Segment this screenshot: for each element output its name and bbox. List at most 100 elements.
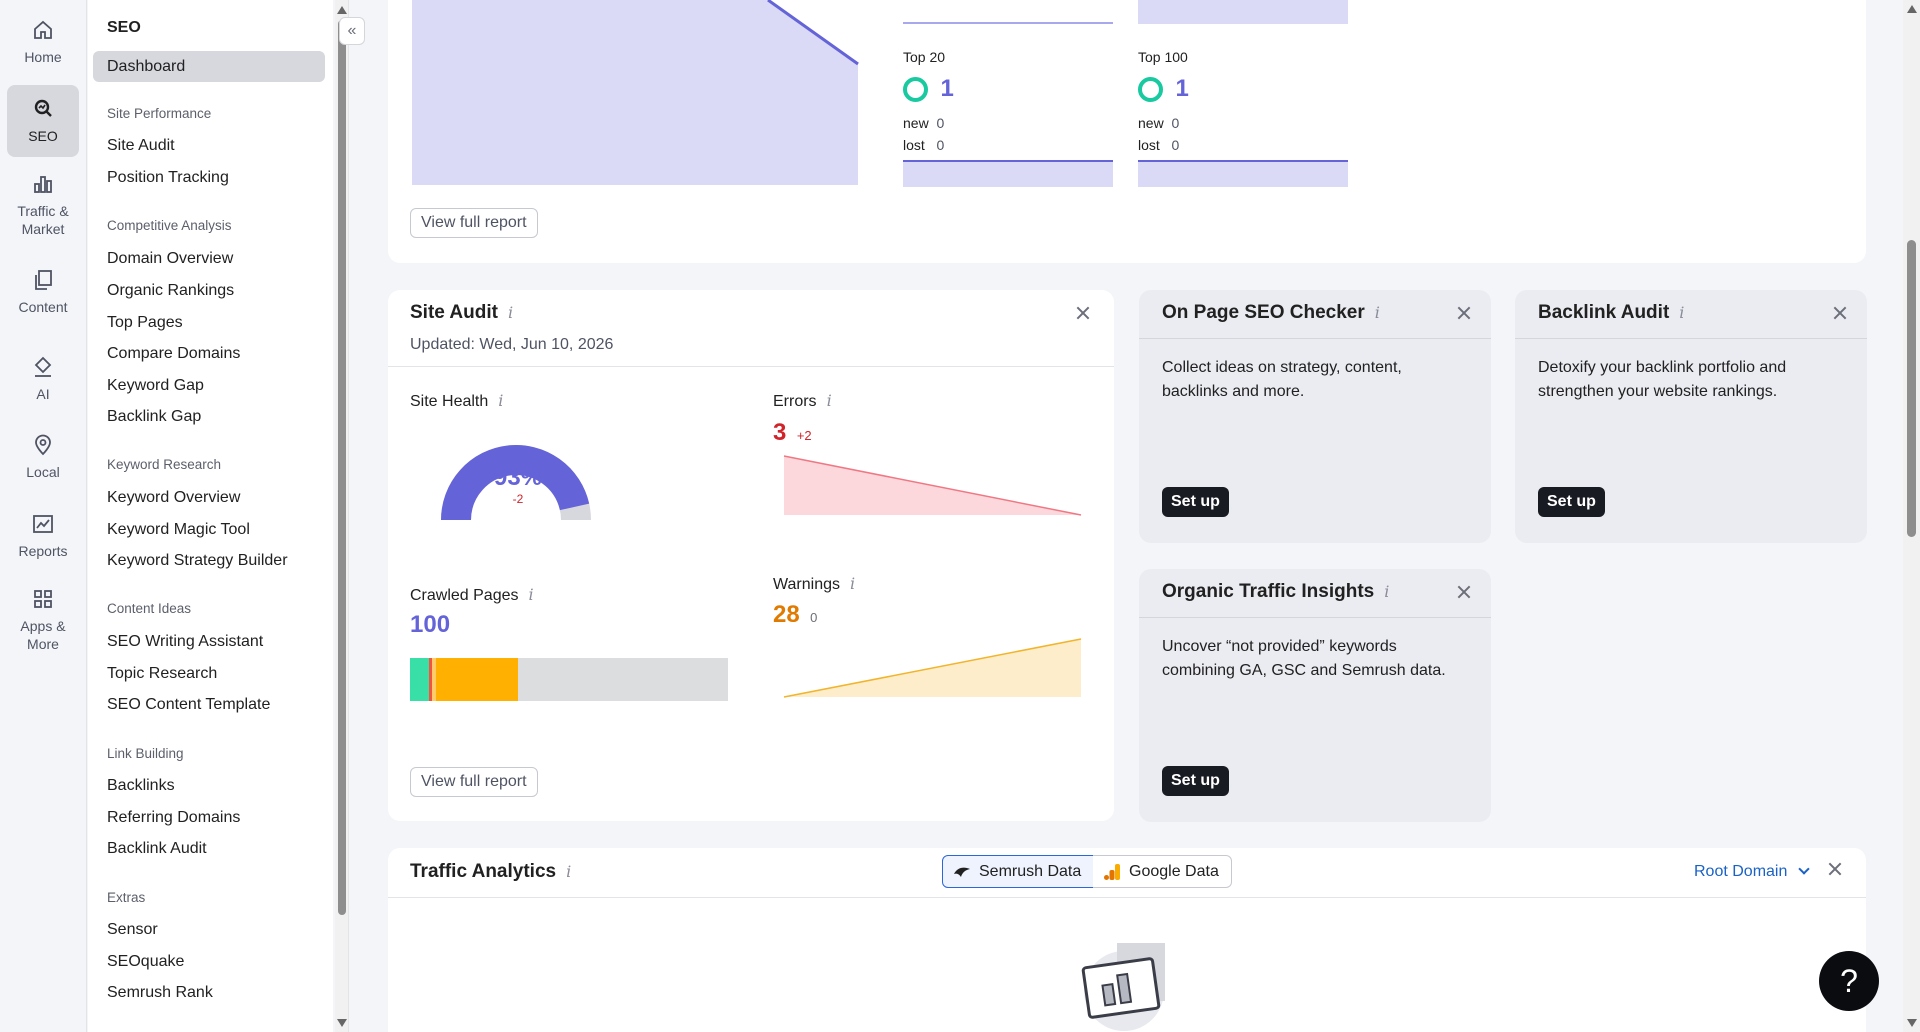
errors-trend-chart [783,455,1082,516]
organic-view-full-report-button[interactable]: View full report [410,208,538,238]
top20-lost: lost 0 [903,137,944,153]
root-domain-dropdown[interactable]: Root Domain [1694,863,1810,881]
scroll-up-arrow-icon[interactable] [337,6,347,14]
info-icon[interactable]: i [849,574,856,593]
nav-topic-research[interactable]: Topic Research [107,665,218,682]
warnings-label-row: Warnings i [773,574,855,594]
site-audit-view-full-report-button[interactable]: View full report [410,767,538,797]
info-icon[interactable]: i [566,862,572,881]
seo-icon [34,99,52,117]
nav-site-audit[interactable]: Site Audit [107,137,175,154]
nav-keyword-strategy-builder[interactable]: Keyword Strategy Builder [107,552,288,569]
apps-icon [34,590,52,608]
nav-section-content-ideas: Content Ideas [107,601,192,616]
rail-seo[interactable]: SEO [7,85,79,157]
nav-seo-writing-assistant[interactable]: SEO Writing Assistant [107,633,264,650]
rail-local[interactable]: Local [7,428,79,486]
rail-reports[interactable]: Reports [7,507,79,565]
top20-value-row: 1 [903,75,954,103]
nav-keyword-overview[interactable]: Keyword Overview [107,489,241,506]
organic-insights-close-icon[interactable] [1455,583,1473,601]
backlink-audit-card: Backlink Audit i Detoxify your backlink p… [1515,290,1867,543]
nav-semrush-rank[interactable]: Semrush Rank [107,984,213,1001]
organic-insights-title: Organic Traffic Insights [1162,581,1375,602]
backlink-audit-title: Backlink Audit [1538,302,1670,323]
on-page-close-icon[interactable] [1455,304,1473,322]
nav-backlink-gap[interactable]: Backlink Gap [107,408,202,425]
rail-content-label: Content [18,299,68,315]
info-icon[interactable]: i [1679,303,1685,322]
nav-compare-domains[interactable]: Compare Domains [107,345,241,362]
page-scrollbar[interactable] [1903,0,1920,1032]
nav-top-pages[interactable]: Top Pages [107,314,183,331]
nav-position-tracking[interactable]: Position Tracking [107,169,229,186]
top20-lost-label: lost [903,137,925,153]
nav-keyword-gap[interactable]: Keyword Gap [107,377,204,394]
rail-ai-label: AI [36,386,50,402]
nav-referring-domains[interactable]: Referring Domains [107,809,241,826]
info-icon[interactable]: i [1384,582,1390,601]
chevron-down-icon [1798,863,1810,875]
tab-google-label: Google Data [1129,863,1219,880]
backlink-audit-setup-button[interactable]: Set up [1538,487,1605,517]
root-domain-label: Root Domain [1694,863,1788,880]
rail-local-label: Local [26,464,60,480]
collapse-sidebar-button[interactable]: « [339,17,365,45]
rail-traffic-label: Traffic & Market [17,203,69,237]
crawled-pages-label-row: Crawled Pages i [410,585,534,605]
nav-keyword-magic-tool[interactable]: Keyword Magic Tool [107,521,250,538]
on-page-setup-button[interactable]: Set up [1162,487,1229,517]
backlink-audit-close-icon[interactable] [1831,304,1849,322]
crawled-pages-label: Crawled Pages [410,587,519,604]
divider [1139,617,1491,618]
nav-domain-overview[interactable]: Domain Overview [107,250,234,267]
info-icon[interactable]: i [528,585,534,604]
tab-google-data[interactable]: Google Data [1093,855,1232,888]
help-button[interactable]: ? [1819,951,1879,1011]
bar-segment-issues [432,658,436,701]
rail-traffic-market[interactable]: Traffic & Market [7,168,79,242]
top20-new-label: new [903,115,929,131]
ai-icon [34,356,52,377]
info-icon[interactable]: i [507,303,514,322]
rail-ai[interactable]: AI [7,350,79,408]
nav-dashboard[interactable]: Dashboard [93,51,325,82]
nav-backlink-audit[interactable]: Backlink Audit [107,840,207,857]
warnings-delta: 0 [810,610,818,625]
info-icon[interactable]: i [826,391,832,410]
rail-home[interactable]: Home [7,14,79,70]
nav-seo-content-template[interactable]: SEO Content Template [107,696,271,713]
info-icon[interactable]: i [498,391,504,410]
top20-new-value: 0 [936,115,945,131]
errors-value-row: 3 +2 [773,419,812,447]
gauge-fill [441,445,590,521]
rail-content[interactable]: Content [7,262,79,322]
tab-semrush-data[interactable]: Semrush Data [942,855,1095,888]
rail-reports-label: Reports [18,543,68,559]
rail-apps-more[interactable]: Apps & More [7,583,79,657]
info-icon[interactable]: i [1374,303,1380,322]
backlink-audit-title-row: Backlink Audit i [1538,302,1684,324]
on-page-title: On Page SEO Checker [1162,302,1365,323]
subnav-scrollbar[interactable] [335,0,349,1032]
page-scroll-up-icon[interactable] [1907,5,1917,13]
top100-new: new 0 [1138,115,1179,131]
scroll-down-arrow-icon[interactable] [337,1019,347,1027]
nav-seoquake[interactable]: SEOquake [107,953,185,970]
analytics-placeholder-illustration [1081,943,1165,1031]
page-scroll-down-icon[interactable] [1907,1019,1917,1027]
traffic-analytics-close-icon[interactable] [1826,860,1844,878]
nav-organic-rankings[interactable]: Organic Rankings [107,282,235,299]
page-scrollbar-thumb[interactable] [1907,240,1916,537]
site-health-value: 93% [493,464,543,491]
top20-mini-chart [903,161,1113,187]
backlink-audit-description: Detoxify your backlink portfolio and str… [1538,359,1787,400]
organic-insights-setup-button[interactable]: Set up [1162,766,1229,796]
site-audit-close-icon[interactable] [1074,304,1092,322]
bar-segment-healthy [410,658,429,701]
nav-sensor[interactable]: Sensor [107,921,158,938]
subnav-scrollbar-thumb[interactable] [338,20,346,915]
nav-backlinks[interactable]: Backlinks [107,777,175,794]
bar-segment-warnings [436,658,518,701]
on-page-description: Collect ideas on strategy, content, back… [1162,359,1402,400]
